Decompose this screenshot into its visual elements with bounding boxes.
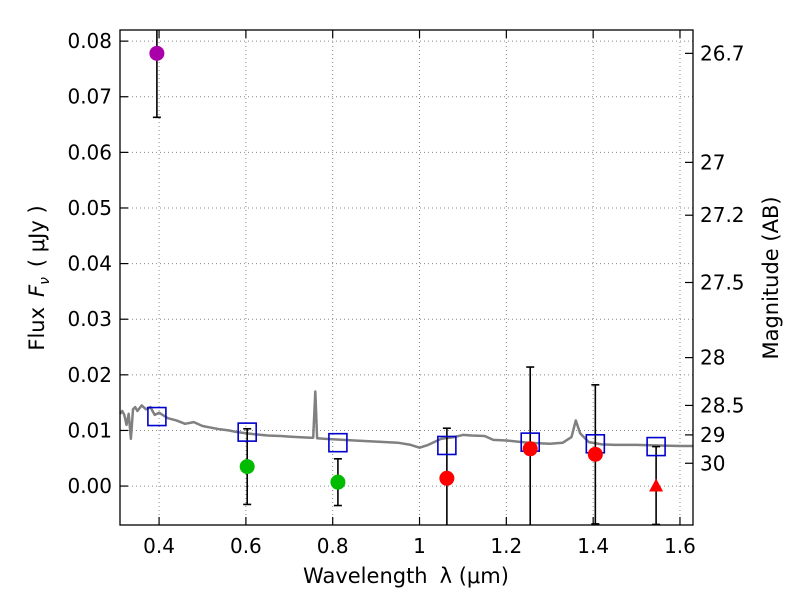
x-tick-label: 1.4 — [577, 534, 609, 558]
y-tick-label: 0.00 — [67, 474, 112, 498]
magnitude-tick-label: 27.2 — [700, 203, 745, 227]
observed-point — [149, 45, 165, 61]
y-axis-label: FluxFν( μJy ) — [25, 205, 53, 350]
x-tick-label: 1.6 — [664, 534, 696, 558]
magnitude-tick-label: 28 — [700, 346, 725, 370]
x-axis-label: Wavelength λ (μm) — [303, 564, 509, 588]
magnitude-tick-label: 29 — [700, 423, 725, 447]
x-tick-label: 0.8 — [317, 534, 349, 558]
y-tick-label: 0.05 — [67, 196, 112, 220]
magnitude-tick-label: 26.7 — [700, 41, 745, 65]
template-spectrum-layer — [119, 390, 693, 449]
magnitude-tick-label: 27 — [700, 150, 725, 174]
x-tick-label: 0.4 — [143, 534, 175, 558]
magnitude-tick-labels: 26.7 27 27.2 27.5 28 28.5 29 30 — [700, 41, 745, 475]
magnitude-tick-label: 28.5 — [700, 393, 745, 417]
y-tick-labels: 0.00 0.01 0.02 0.03 0.04 0.05 0.06 0.07 0.08 — [67, 29, 112, 498]
y-tick-label: 0.06 — [67, 140, 112, 164]
observed-point — [330, 474, 346, 490]
y-tick-label: 0.02 — [67, 363, 112, 387]
observed-point — [587, 446, 603, 462]
x-tick-label: 1.2 — [490, 534, 522, 558]
y-tick-label: 0.07 — [67, 85, 112, 109]
x-tick-labels: 0.4 0.6 0.8 1 1.2 1.4 1.6 — [143, 534, 696, 558]
observed-point — [522, 441, 538, 457]
model-point — [147, 406, 167, 427]
magnitude-tick-label: 27.5 — [700, 271, 745, 295]
observed-point-layer — [149, 45, 664, 492]
y-tick-label: 0.04 — [67, 252, 112, 276]
observed-point — [439, 470, 455, 486]
model-point — [437, 435, 457, 456]
y-tick-label: 0.08 — [67, 29, 112, 53]
model-point — [646, 436, 666, 457]
x-tick-label: 0.6 — [230, 534, 262, 558]
y-tick-label: 0.01 — [67, 418, 112, 442]
y2-axis-label: Magnitude (AB) — [759, 196, 783, 359]
template-spectrum-line — [119, 390, 693, 449]
model-point — [237, 422, 257, 442]
model-point-layer — [147, 406, 666, 457]
y-tick-label: 0.03 — [67, 307, 112, 331]
model-point — [328, 432, 348, 453]
ticks — [120, 30, 693, 525]
magnitude-tick-label: 30 — [700, 451, 725, 475]
observed-point — [239, 459, 255, 475]
x-tick-label: 1 — [413, 534, 426, 558]
upper-limit-point — [649, 478, 664, 492]
plot-frame — [119, 29, 694, 526]
